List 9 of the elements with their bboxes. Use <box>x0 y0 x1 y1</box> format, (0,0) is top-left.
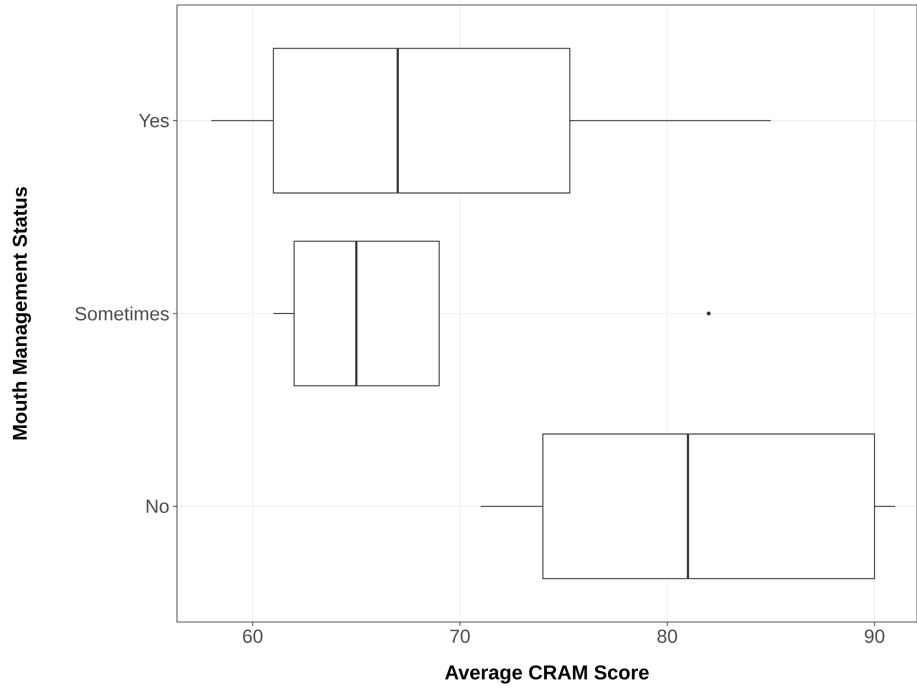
x-tick-label: 70 <box>450 630 470 643</box>
x-axis-title: Average CRAM Score <box>445 665 649 684</box>
y-tick-label: No <box>146 500 169 513</box>
y-tick-label: Yes <box>138 114 169 128</box>
x-tick-label: 90 <box>864 630 884 643</box>
x-tick-label: 80 <box>657 630 678 643</box>
x-tick-label: 60 <box>243 630 262 643</box>
y-axis-title: Mouth Management Status <box>12 187 31 440</box>
y-tick-label: Sometimes <box>75 306 169 320</box>
